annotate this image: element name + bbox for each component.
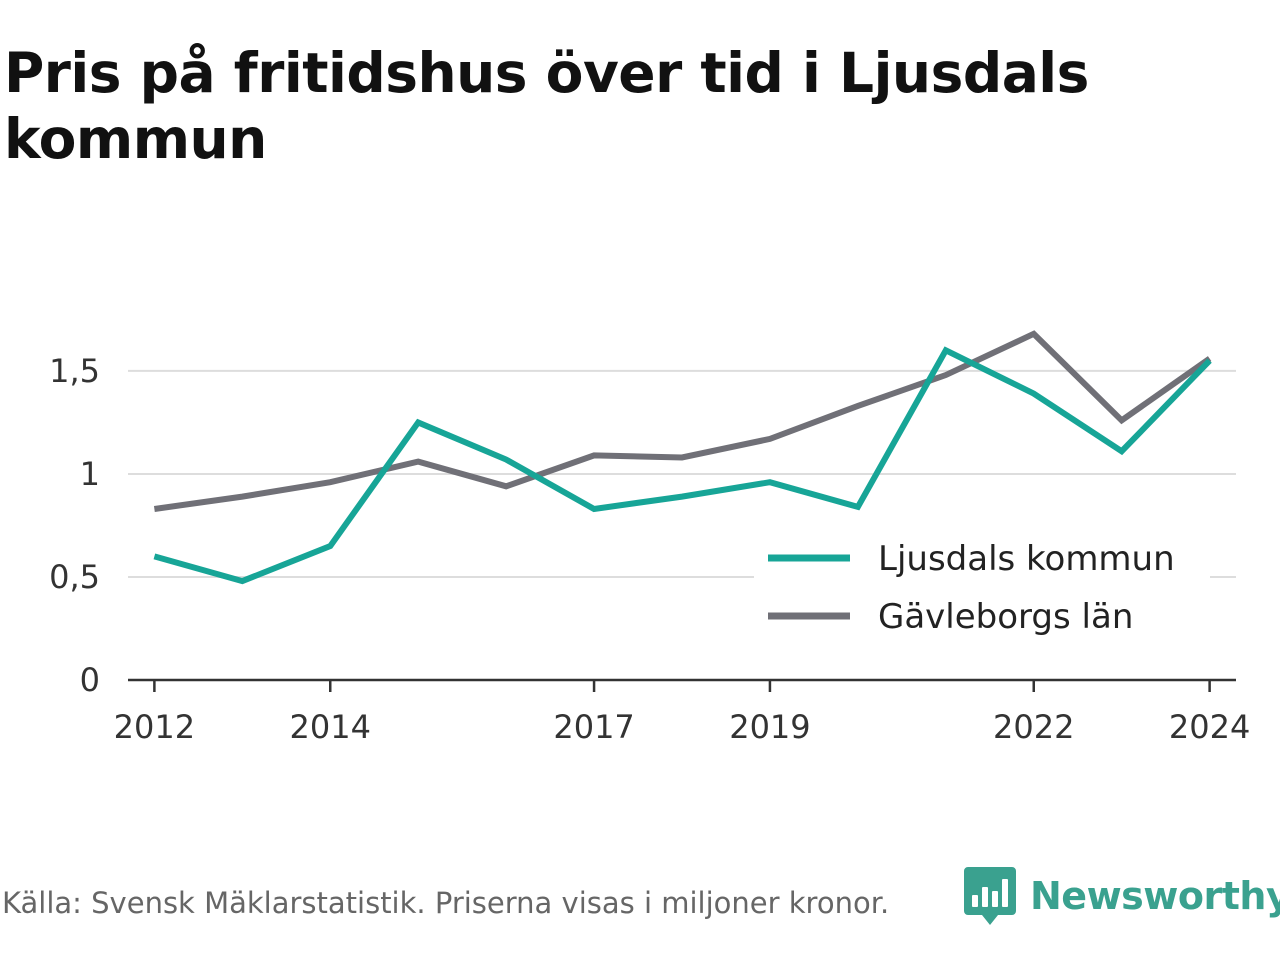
- x-tick-label: 2019: [729, 708, 810, 746]
- legend-background: [754, 532, 1210, 652]
- line-chart: 0 0,5 1 1,5 2012 2014 2017 2019 2022 2024 Ljusda…: [49, 330, 1251, 746]
- x-axis-tick-labels: 2012 2014 2017 2019 2022 2024: [114, 708, 1251, 746]
- x-tick-label: 2014: [290, 708, 371, 746]
- y-axis-tick-labels: 0 0,5 1 1,5: [49, 352, 100, 699]
- source-note: Källa: Svensk Mäklarstatistik. Priserna …: [2, 886, 890, 920]
- series-line-0: [153, 346, 1212, 585]
- y-tick-label: 0,5: [49, 558, 100, 596]
- chart-title: Pris på fritidshus över tid i Ljusdals k…: [4, 41, 1089, 171]
- series-line-1: [153, 330, 1212, 512]
- x-axis: [128, 678, 1236, 692]
- series-lines: [153, 330, 1212, 585]
- brand-name: Newsworthy: [1030, 874, 1280, 918]
- legend: Ljusdals kommun Gävleborgs län: [754, 532, 1210, 652]
- x-tick-label: 2024: [1169, 708, 1250, 746]
- x-tick-label: 2017: [553, 708, 634, 746]
- y-tick-label: 1,5: [49, 352, 100, 390]
- x-tick-label: 2022: [993, 708, 1074, 746]
- y-tick-label: 1: [80, 455, 100, 493]
- x-tick-label: 2012: [114, 708, 195, 746]
- bar-chart-speech-bubble-icon: [964, 867, 1016, 925]
- legend-label: Gävleborgs län: [878, 597, 1133, 637]
- y-tick-label: 0: [80, 661, 100, 699]
- legend-label: Ljusdals kommun: [878, 539, 1175, 579]
- brand[interactable]: Newsworthy: [964, 864, 1280, 928]
